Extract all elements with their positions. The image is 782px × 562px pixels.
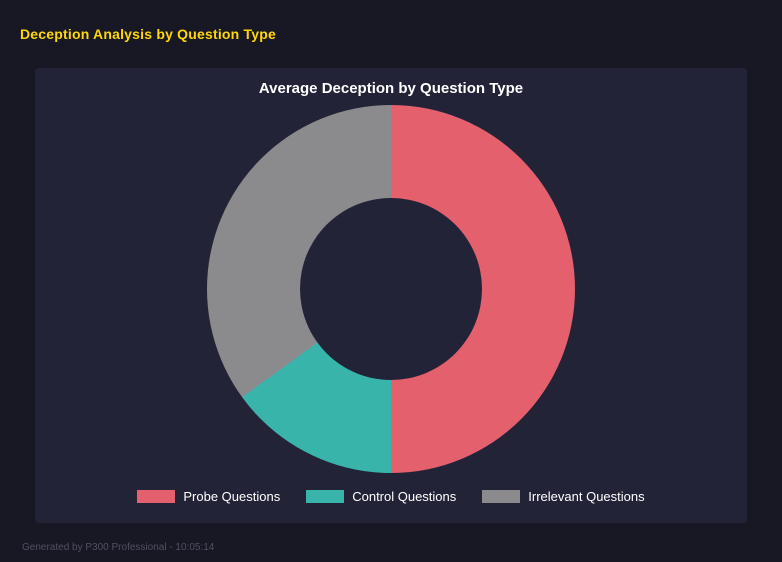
legend-label: Irrelevant Questions [528,489,645,504]
legend-swatch [137,490,176,503]
page-title: Deception Analysis by Question Type [20,26,276,42]
donut-hole [300,198,482,380]
legend-item[interactable]: Control Questions [306,489,456,504]
chart-panel: Average Deception by Question Type Probe… [35,68,747,523]
legend-swatch [306,490,345,503]
legend-label: Probe Questions [183,489,281,504]
chart-legend: Probe Questions Control Questions Irreleva… [137,489,645,504]
donut-chart-area [207,105,575,473]
footer-text: Generated by P300 Professional - 10:05:1… [22,542,215,553]
chart-title: Average Deception by Question Type [258,80,524,97]
legend-item[interactable]: Irrelevant Questions [482,489,645,504]
legend-item[interactable]: Probe Questions [137,489,280,504]
legend-label: Control Questions [352,489,457,504]
legend-swatch [482,490,521,503]
